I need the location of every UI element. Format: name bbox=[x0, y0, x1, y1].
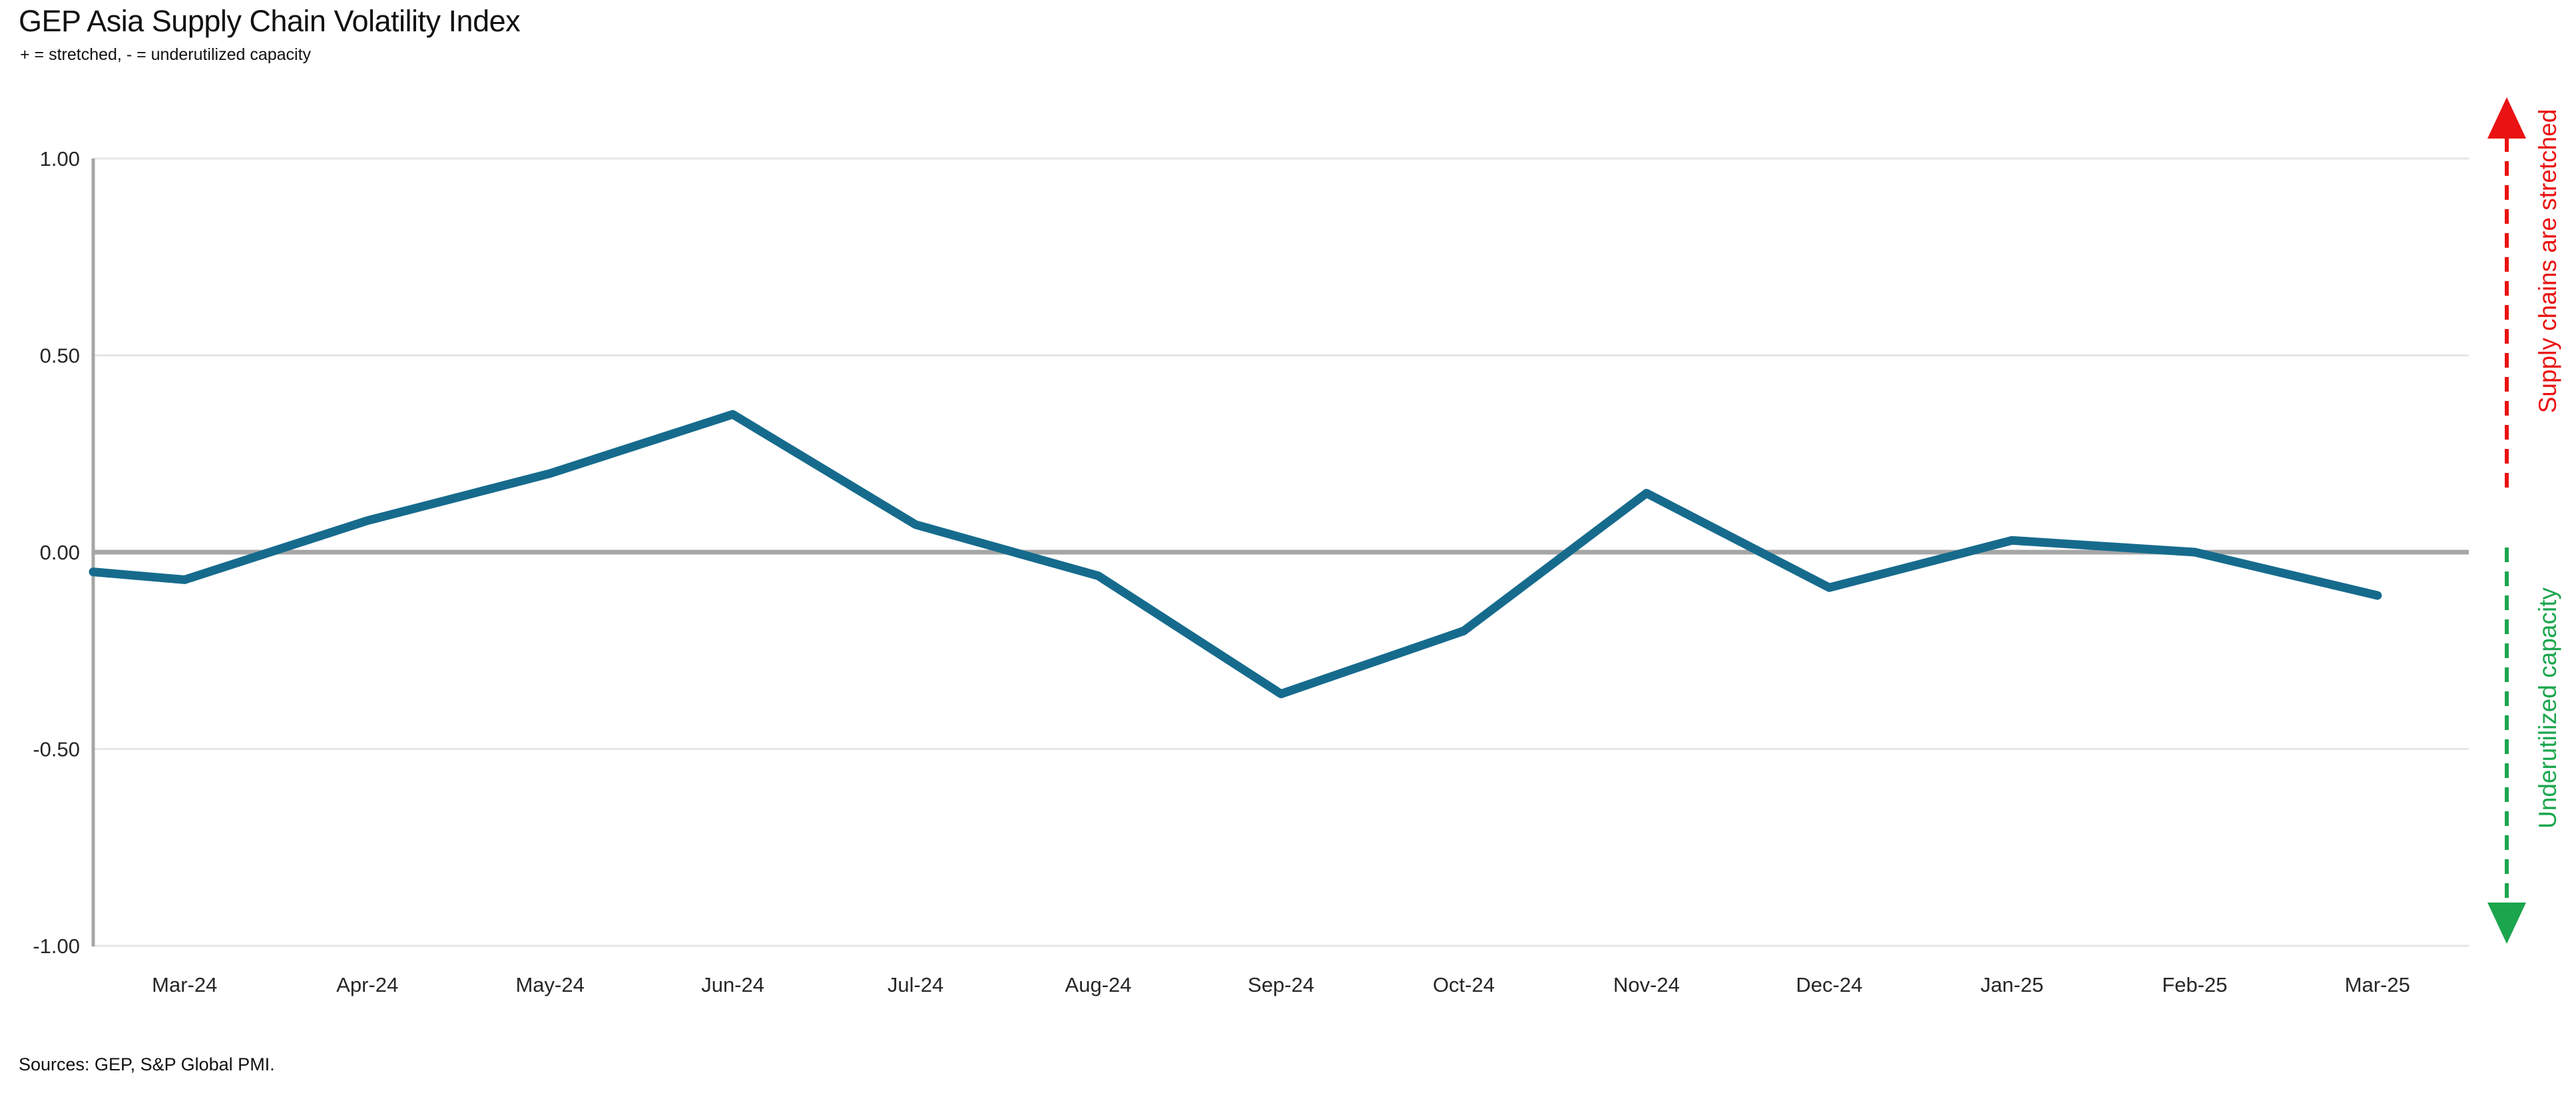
sources-note: Sources: GEP, S&P Global PMI. bbox=[19, 1054, 275, 1074]
x-axis-tick-label: Jan-25 bbox=[1980, 973, 2043, 996]
x-axis-tick-label: Feb-25 bbox=[2162, 973, 2227, 996]
volatility-line bbox=[89, 410, 2382, 699]
y-axis-tick-label: 1.00 bbox=[40, 147, 80, 171]
underutilized-label: Underutilized capacity bbox=[2534, 587, 2561, 829]
gridlines bbox=[93, 157, 2469, 947]
x-axis-tick-label: Oct-24 bbox=[1433, 973, 1495, 996]
x-axis-labels: Mar-24 Apr-24 May-24 Jun-24 Jul-24 Aug-24 Sep-… bbox=[152, 973, 2410, 996]
y-axis-tick-label: -0.50 bbox=[33, 738, 80, 761]
y-axis-tick-label: 0.50 bbox=[40, 344, 80, 368]
x-axis-tick-label: Aug-24 bbox=[1065, 973, 1132, 996]
underutilized-arrow-icon bbox=[2487, 548, 2526, 944]
stretched-label: Supply chains are stretched bbox=[2534, 109, 2561, 414]
x-axis-tick-label: Jun-24 bbox=[701, 973, 764, 996]
stretched-arrow-icon bbox=[2487, 97, 2526, 494]
x-axis-tick-label: Jul-24 bbox=[888, 973, 943, 996]
y-axis-tick-label: -1.00 bbox=[33, 934, 80, 958]
x-axis-tick-label: Sep-24 bbox=[1248, 973, 1314, 996]
x-axis-tick-label: Apr-24 bbox=[336, 973, 398, 996]
x-axis-tick-label: Dec-24 bbox=[1796, 973, 1862, 996]
y-axis-tick-label: 0.00 bbox=[40, 541, 80, 564]
x-axis-tick-label: May-24 bbox=[515, 973, 584, 996]
x-axis-tick-label: Nov-24 bbox=[1613, 973, 1680, 996]
chart-title: GEP Asia Supply Chain Volatility Index bbox=[19, 4, 521, 38]
chart-subtitle: + = stretched, - = underutilized capacit… bbox=[20, 45, 312, 64]
x-axis-tick-label: Mar-24 bbox=[152, 973, 217, 996]
x-axis-tick-label: Mar-25 bbox=[2345, 973, 2410, 996]
y-axis-labels: 1.00 0.50 0.00 -0.50 -1.00 bbox=[33, 147, 80, 958]
